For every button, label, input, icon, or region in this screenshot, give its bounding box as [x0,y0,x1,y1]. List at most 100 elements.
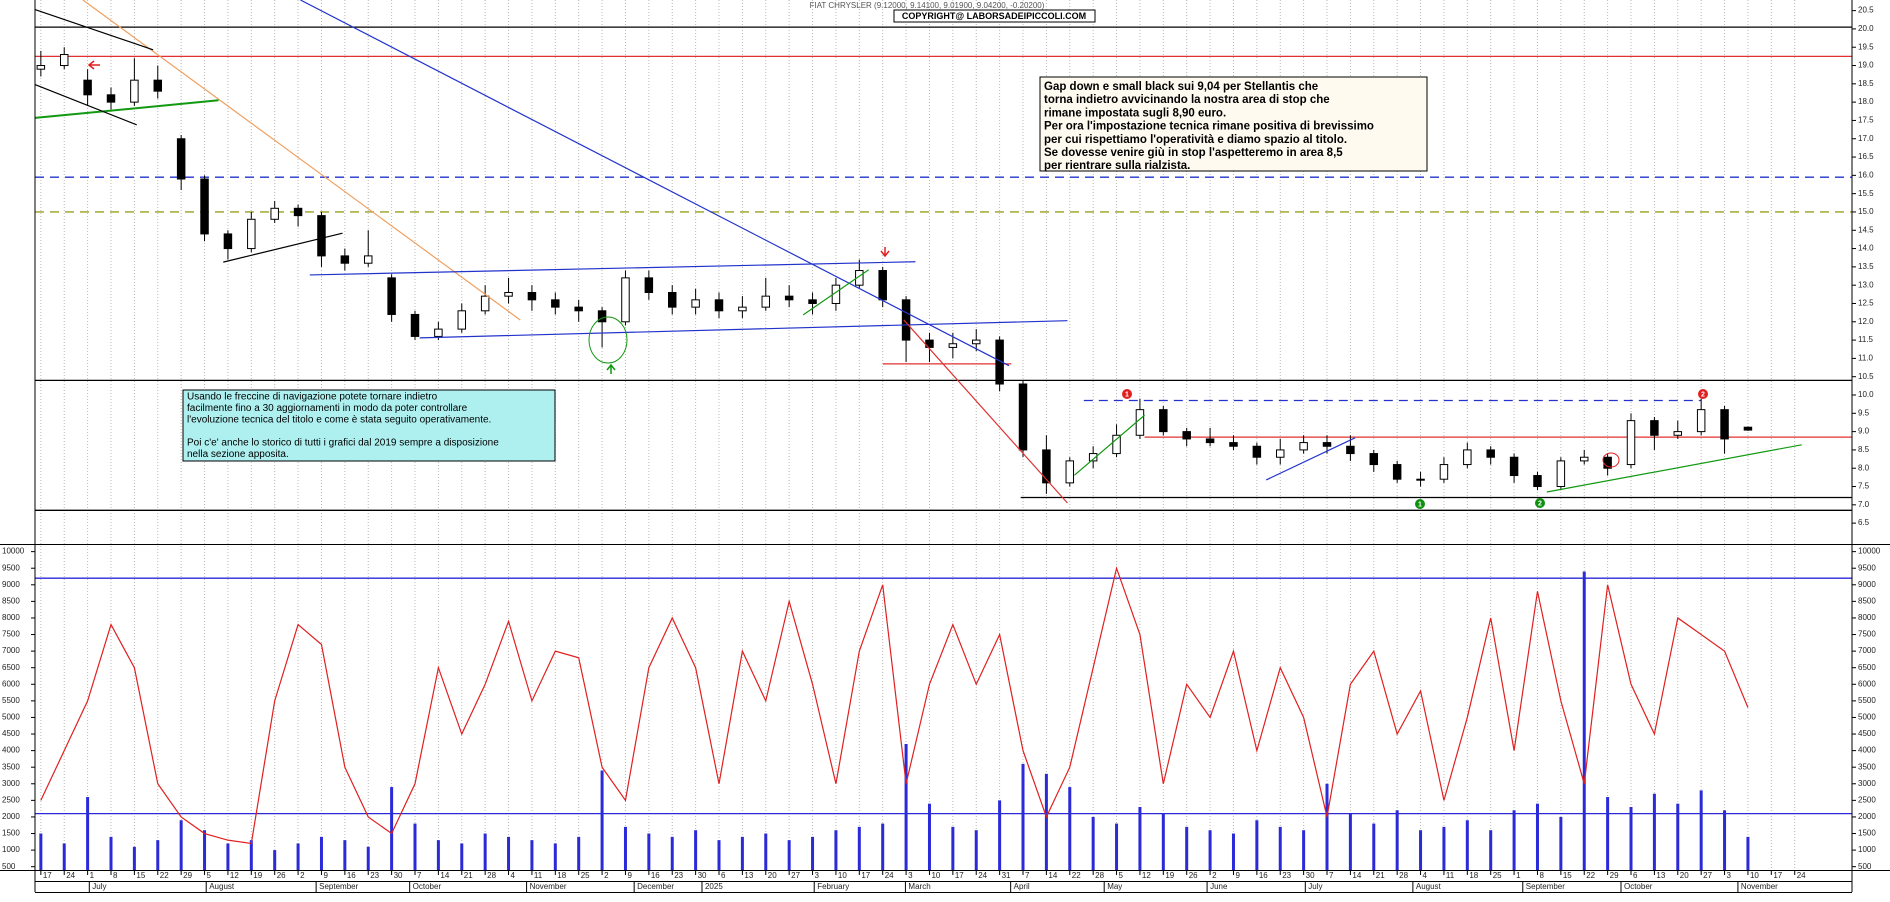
arrow-down [880,247,890,258]
volume-bar [623,826,627,870]
y-tick-label: 9.0 [1858,427,1870,436]
volume-bar [390,787,394,870]
volume-bar [553,843,557,870]
x-tick-label: 24 [1797,871,1806,880]
volume-bar [273,850,277,870]
month-label: February [817,882,849,891]
candle-body [878,270,887,301]
candle-body [1322,442,1332,447]
y-tick-label: 8.5 [1858,445,1870,454]
candle-body [270,207,279,220]
volume-bar [881,823,885,870]
candle-body [1626,420,1636,466]
y-tick-label: 10000 [2,547,25,556]
candle-body [1369,453,1379,466]
volume-bar [1582,571,1586,870]
y-tick-label: 14.0 [1858,244,1874,253]
volume-bar [1535,803,1539,870]
trend-line [34,99,219,119]
volume-bar [1208,830,1212,870]
candle-body [551,299,560,308]
y-tick-label: 4500 [1858,729,1876,738]
candle-body [36,65,46,70]
x-tick-label: 9 [323,871,328,880]
y-tick-label: 1000 [2,845,20,854]
x-tick-label: 30 [394,871,403,880]
candle-body [293,207,303,217]
y-tick-label: 5000 [1858,713,1876,722]
y-tick-label: 20.0 [1858,24,1874,33]
x-tick-label: 17 [955,871,964,880]
y-tick-label: 5000 [2,713,20,722]
y-tick-label: 5500 [2,696,20,705]
candle-body [527,292,537,301]
month-label: July [92,882,106,891]
x-tick-label: 20 [768,871,777,880]
volume-bar [1021,763,1025,870]
trend-line [802,269,870,316]
y-tick-label: 12.0 [1858,317,1874,326]
month-label: April [1014,882,1030,891]
candle-body [363,255,373,264]
arrow-left [87,60,100,70]
x-tick-label: 1 [1516,871,1521,880]
marker-label: 2 [1701,391,1705,398]
comment-line: rimane impostata sugli 8,90 euro. [1044,107,1226,119]
info-line: Poi c'e' anche lo storico di tutti i gra… [187,438,499,449]
y-tick-label: 18.0 [1858,97,1874,106]
x-tick-label: 4 [1423,871,1428,880]
x-tick-label: 3 [815,871,820,880]
candle-body [808,299,817,304]
candle-body [1346,445,1355,455]
volume-bar [740,836,744,870]
volume-bar [530,840,534,870]
candle-body [1556,460,1566,488]
x-tick-label: 23 [674,871,683,880]
volume-bar [132,846,136,870]
x-tick-label: 11 [1446,871,1455,880]
volume-bar [296,843,300,870]
candle-body [130,79,139,103]
trend-line [309,261,916,276]
x-tick-label: 1 [90,871,95,880]
candle-body [597,310,607,323]
candle-body [1299,442,1308,451]
x-tick-label: 14 [1352,871,1361,880]
volume-bar [156,840,160,870]
candle-body [1696,409,1706,433]
volume-bar [1068,787,1072,870]
candle-body [1743,426,1753,431]
month-label: June [1210,882,1228,891]
candle-body [1580,456,1589,462]
volume-bar [600,770,604,870]
info: Usando le freccine di navigazione potete… [187,392,499,461]
month-label: August [1416,882,1442,891]
candle-body [1252,445,1262,458]
candle-body [714,299,724,312]
y-tick-label: 1500 [1858,829,1876,838]
candle-body [901,299,911,341]
y-tick-label: 6000 [2,679,20,688]
x-tick-label: 23 [1282,871,1291,880]
x-tick-label: 2 [604,871,609,880]
month-label: December [637,882,674,891]
volume-bar [1325,783,1329,870]
volume-bar [811,836,815,870]
y-tick-label: 15.0 [1858,207,1874,216]
candle-body [434,328,443,337]
x-tick-label: 25 [1493,871,1502,880]
comment-line: torna indietro avvicinando la nostra are… [1044,94,1330,106]
x-tick-label: 24 [66,871,75,880]
candle-body [784,295,794,301]
plot [34,0,1852,870]
y-tick-label: 3500 [2,762,20,771]
x-tick-label: 19 [253,871,262,880]
volume-bar [787,840,791,870]
candle-body [504,292,513,297]
y-tick-label: 7000 [1858,646,1876,655]
volume-bar [1161,813,1165,870]
y-tick-label: 8.0 [1858,463,1870,472]
candle-body [340,255,350,264]
comment-line: Gap down e small black sui 9,04 per Stel… [1044,81,1318,93]
volume-bar [1044,773,1048,870]
